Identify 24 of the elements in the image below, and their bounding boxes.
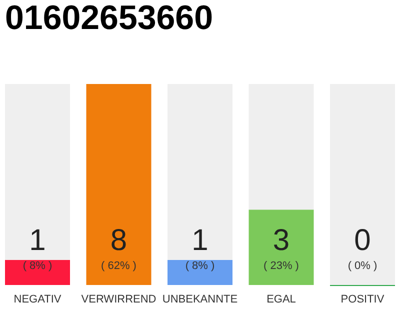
data-label: 3 — [272, 224, 290, 257]
bar — [5, 84, 70, 260]
data-label: 1 — [29, 224, 46, 257]
bar — [86, 84, 152, 285]
annotation: ( 8% ) — [22, 260, 52, 272]
annotation: ( 23% ) — [264, 260, 299, 272]
x-tick-label: UNBEKANNTE — [162, 294, 238, 306]
x-tick-label: POSITIV — [340, 294, 385, 306]
bar — [248, 210, 314, 285]
annotation: ( 8% ) — [185, 260, 215, 272]
data-label: 8 — [110, 224, 128, 257]
bar — [330, 84, 395, 285]
x-tick-label: EGAL — [266, 294, 296, 306]
bar — [168, 260, 232, 285]
bar — [248, 84, 314, 210]
bar — [5, 260, 70, 285]
data-label: 0 — [354, 224, 371, 257]
bar — [168, 84, 232, 260]
x-tick-label: VERWIRREND — [81, 294, 156, 306]
x-tick-label: NEGATIV — [14, 294, 62, 306]
annotation: ( 62% ) — [101, 260, 136, 272]
data-label: 1 — [192, 224, 208, 257]
chart-title: 01602653660 — [5, 0, 214, 37]
annotation: ( 0% ) — [348, 260, 378, 272]
